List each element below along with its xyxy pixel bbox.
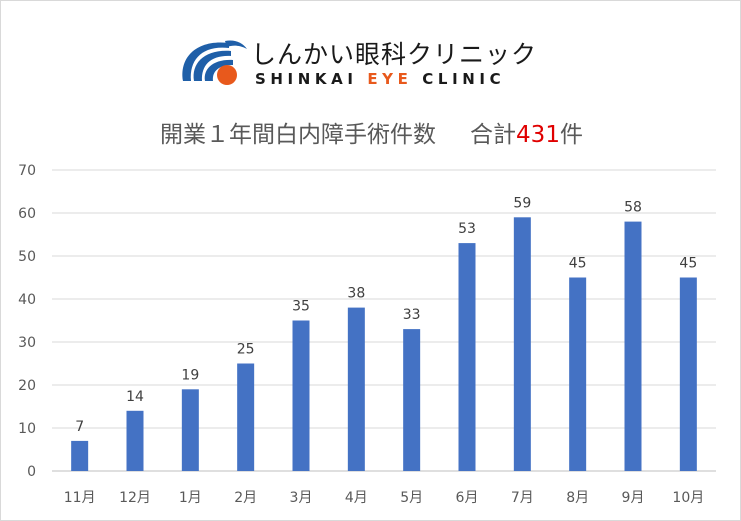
clinic-logo: しんかい眼科クリニック SHINKAI EYE CLINIC: [177, 35, 536, 91]
x-axis: 11月 12月 1月 2月 3月 4月 5月 6月 7月 8月 9月 10月: [64, 490, 704, 506]
data-label: 25: [237, 342, 255, 358]
gridlines: [52, 169, 716, 472]
bar: [403, 329, 421, 471]
y-tick-label: 20: [18, 378, 36, 394]
y-tick-label: 40: [18, 292, 36, 308]
data-label: 53: [458, 221, 476, 237]
bars: [71, 217, 697, 471]
bar: [569, 277, 587, 471]
data-label: 45: [569, 256, 587, 272]
y-tick-label: 10: [18, 421, 36, 437]
data-label: 19: [181, 367, 199, 383]
bar: [513, 217, 531, 471]
data-label: 7: [75, 419, 84, 435]
clinic-logo-mark-icon: [182, 40, 247, 85]
y-tick-label: 0: [27, 464, 36, 480]
bar: [181, 389, 199, 471]
x-tick-label: 9月: [622, 490, 645, 506]
x-tick-label: 12月: [119, 490, 151, 506]
y-tick-label: 70: [18, 163, 36, 179]
clinic-name-en-suffix: CLINIC: [412, 70, 506, 88]
y-tick-label: 30: [18, 335, 36, 351]
bar: [237, 363, 255, 471]
x-tick-label: 6月: [456, 490, 479, 506]
bar: [458, 243, 476, 471]
chart-title-total-label: 合計: [470, 122, 517, 148]
data-label: 38: [347, 286, 365, 302]
x-tick-label: 5月: [400, 490, 423, 506]
x-tick-label: 1月: [179, 490, 202, 506]
data-label: 45: [679, 256, 697, 272]
bar: [624, 221, 642, 471]
x-tick-label: 4月: [345, 490, 368, 506]
chart-title-total-suffix: 件: [559, 122, 583, 148]
data-labels: 7 14 19 25 35 38 33 53 59 45 58 45: [75, 195, 697, 435]
bar: [292, 320, 310, 471]
data-label: 35: [292, 299, 310, 315]
bar: [71, 440, 89, 471]
x-tick-label: 10月: [672, 490, 704, 506]
data-label: 14: [126, 389, 144, 405]
bar: [126, 410, 144, 471]
y-tick-label: 60: [18, 206, 36, 222]
x-tick-label: 11月: [64, 490, 96, 506]
chart-title: 開業１年間白内障手術件数 合計431件: [1, 115, 741, 149]
x-tick-label: 8月: [566, 490, 589, 506]
data-label: 58: [624, 200, 642, 216]
data-label: 59: [513, 195, 531, 211]
clinic-name-en-accent: EYE: [367, 70, 413, 88]
chart-title-main: 開業１年間白内障手術件数: [160, 122, 437, 148]
clinic-name-en-prefix: SHINKAI: [255, 70, 368, 88]
y-tick-label: 50: [18, 249, 36, 265]
chart-title-total-value: 431: [516, 122, 560, 148]
clinic-name-en: SHINKAI EYE CLINIC: [255, 70, 505, 88]
bar: [347, 307, 365, 471]
clinic-name-jp: しんかい眼科クリニック: [251, 40, 538, 69]
x-tick-label: 2月: [234, 490, 257, 506]
data-label: 33: [403, 307, 421, 323]
bar: [679, 277, 697, 471]
x-tick-label: 3月: [290, 490, 313, 506]
y-axis: 0 10 20 30 40 50 60 70: [18, 163, 36, 480]
x-tick-label: 7月: [511, 490, 534, 506]
